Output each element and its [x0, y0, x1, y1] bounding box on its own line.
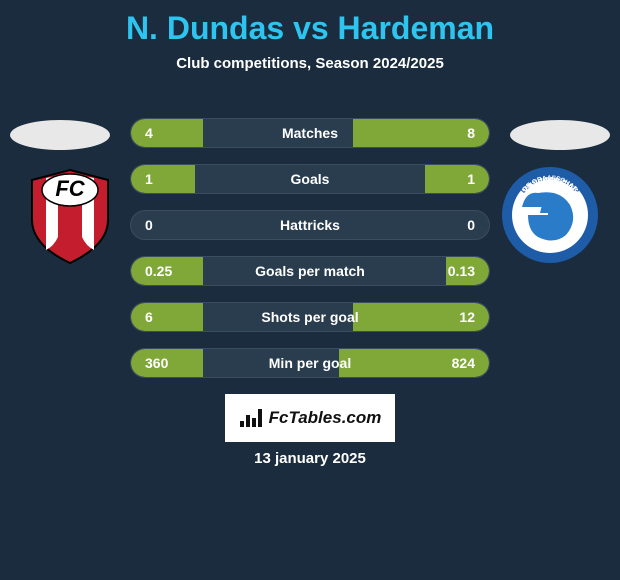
bar-chart-icon [239, 407, 263, 429]
stat-row: 360 Min per goal 824 [130, 348, 490, 378]
stat-value-right: 12 [459, 309, 475, 325]
brand-text: FcTables.com [269, 408, 382, 428]
date-text: 13 january 2025 [10, 450, 610, 467]
stat-row: 4 Matches 8 [130, 118, 490, 148]
stat-row: 0.25 Goals per match 0.13 [130, 256, 490, 286]
stat-row: 1 Goals 1 [130, 164, 490, 194]
stat-value-left: 6 [145, 309, 153, 325]
stat-value-right: 824 [452, 355, 475, 371]
stat-label: Matches [282, 125, 338, 141]
stat-label: Shots per goal [261, 309, 358, 325]
subtitle: Club competitions, Season 2024/2025 [0, 55, 620, 90]
stat-label: Goals per match [255, 263, 365, 279]
club-badge-right: DE GRAAFSCHAP DE GRAAFSCHAP [500, 165, 600, 265]
stat-value-left: 4 [145, 125, 153, 141]
stat-bar-left [131, 119, 203, 147]
player-photo-right [510, 120, 610, 150]
stat-bar-left [131, 165, 195, 193]
stat-label: Min per goal [269, 355, 351, 371]
stats-container: 4 Matches 8 1 Goals 1 0 Hattricks 0 0.25 Goals per… [130, 90, 490, 378]
player-photo-left [10, 120, 110, 150]
stat-value-left: 0 [145, 217, 153, 233]
svg-text:FC: FC [55, 176, 85, 201]
stat-value-left: 0.25 [145, 263, 172, 279]
club-badge-left: FC [20, 165, 120, 265]
stat-value-left: 1 [145, 171, 153, 187]
stat-label: Goals [291, 171, 330, 187]
stat-label: Hattricks [280, 217, 340, 233]
fctables-badge: FcTables.com [225, 394, 395, 442]
stat-bar-right [425, 165, 489, 193]
stat-value-right: 1 [467, 171, 475, 187]
stat-bar-left [131, 303, 203, 331]
stat-row: 0 Hattricks 0 [130, 210, 490, 240]
stat-value-left: 360 [145, 355, 168, 371]
stat-value-right: 0.13 [448, 263, 475, 279]
page-title: N. Dundas vs Hardeman [0, 0, 620, 55]
comparison-area: FC DE GRAAFSCHAP DE GRAAFSCHAP 4 Matches 8… [0, 90, 620, 467]
stat-value-right: 8 [467, 125, 475, 141]
stat-value-right: 0 [467, 217, 475, 233]
stat-row: 6 Shots per goal 12 [130, 302, 490, 332]
